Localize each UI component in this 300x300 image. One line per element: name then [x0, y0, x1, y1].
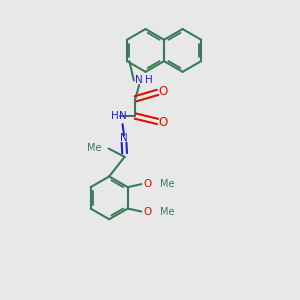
Text: O: O — [158, 85, 168, 98]
Text: Me: Me — [87, 143, 102, 153]
Text: Me: Me — [160, 206, 175, 217]
Text: N: N — [119, 110, 126, 121]
Text: H: H — [111, 110, 119, 121]
Text: O: O — [144, 206, 152, 217]
Text: O: O — [158, 116, 168, 129]
Text: Me: Me — [160, 179, 175, 189]
Text: H: H — [146, 75, 153, 85]
Text: O: O — [144, 179, 152, 189]
Text: N: N — [135, 75, 143, 85]
Text: N: N — [120, 134, 127, 143]
